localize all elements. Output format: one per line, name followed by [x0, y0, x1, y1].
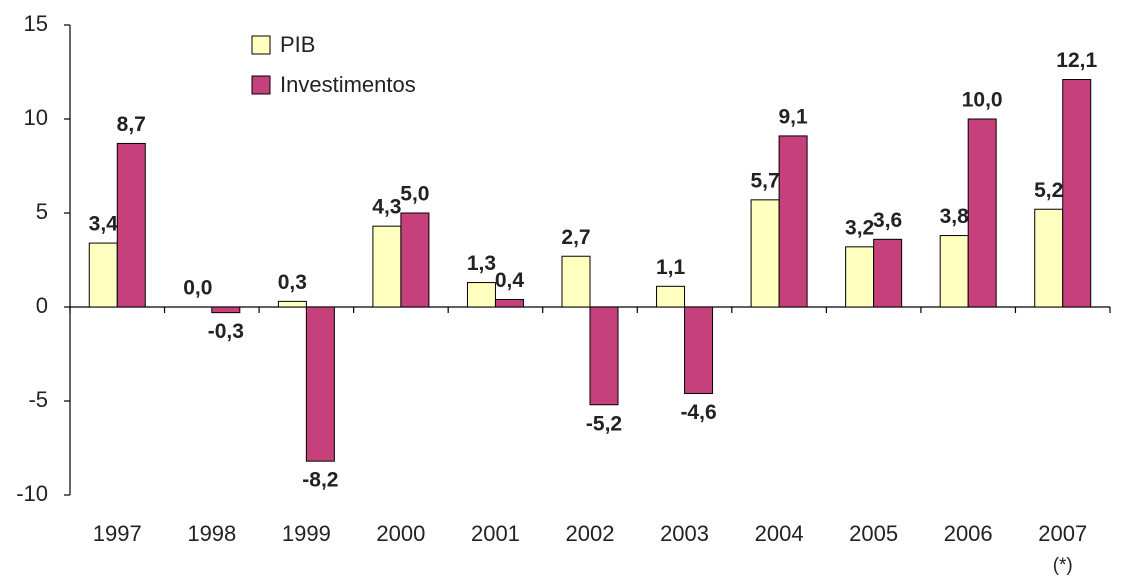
value-label: 0,0 [183, 277, 212, 300]
x-tick-label: 2005 [849, 521, 898, 546]
value-label: -0,3 [208, 320, 244, 343]
value-label: 3,2 [845, 216, 874, 239]
legend-label: PIB [280, 32, 315, 57]
y-tick-label: 15 [24, 11, 48, 36]
value-label: 5,0 [400, 183, 429, 206]
bar [211, 306, 241, 314]
value-label: 5,2 [1034, 179, 1063, 202]
value-label: 1,1 [656, 256, 686, 279]
value-label: 2,7 [561, 226, 590, 249]
bar [939, 235, 969, 308]
x-tick-label: 2004 [755, 521, 804, 546]
bar [967, 118, 997, 308]
value-label: -5,2 [586, 412, 622, 435]
y-tick-label: 0 [36, 293, 48, 318]
value-label: 8,7 [117, 113, 146, 136]
x-tick-label: 1997 [93, 521, 142, 546]
y-tick-label: 10 [24, 105, 48, 130]
value-label: -4,6 [680, 401, 716, 424]
legend-swatch [251, 75, 271, 95]
value-label: 12,1 [1056, 49, 1097, 72]
bar [372, 225, 402, 308]
x-tick-label: 1999 [282, 521, 331, 546]
value-label: 0,3 [278, 271, 307, 294]
value-label: 4,3 [372, 196, 401, 219]
value-label: 3,8 [940, 205, 970, 228]
bar [305, 306, 335, 462]
bar [873, 238, 903, 308]
value-label: 3,4 [89, 213, 119, 236]
x-tick-label: 1998 [187, 521, 236, 546]
bar [400, 212, 430, 308]
legend-label: Investimentos [280, 72, 416, 97]
annotation: (*) [1053, 555, 1073, 576]
bar [589, 306, 619, 406]
value-label: 3,6 [873, 209, 902, 232]
bar [656, 285, 686, 308]
x-tick-label: 2002 [566, 521, 615, 546]
bar [684, 306, 714, 394]
value-label: 0,4 [495, 269, 525, 292]
bar [494, 298, 524, 308]
y-tick-label: 5 [36, 199, 48, 224]
legend-swatch [251, 35, 271, 55]
y-tick-label: -5 [28, 387, 48, 412]
bar [778, 135, 808, 308]
value-label: 9,1 [778, 105, 808, 128]
value-label: 10,0 [962, 89, 1003, 112]
x-tick-label: 2000 [376, 521, 425, 546]
value-label: 5,7 [750, 169, 779, 192]
x-tick-label: 2006 [944, 521, 993, 546]
bar [845, 246, 875, 308]
bar [750, 199, 780, 308]
x-tick-label: 2007 [1038, 521, 1087, 546]
y-tick-label: -10 [16, 481, 48, 506]
bar [116, 142, 146, 308]
bar [1062, 79, 1092, 308]
x-tick-label: 2003 [660, 521, 709, 546]
bar [561, 255, 591, 308]
bar [277, 300, 307, 308]
bar [1034, 208, 1064, 308]
value-label: -8,2 [302, 469, 338, 492]
value-label: 1,3 [467, 252, 496, 275]
x-tick-label: 2001 [471, 521, 520, 546]
bar [88, 242, 118, 308]
bar [466, 282, 496, 308]
